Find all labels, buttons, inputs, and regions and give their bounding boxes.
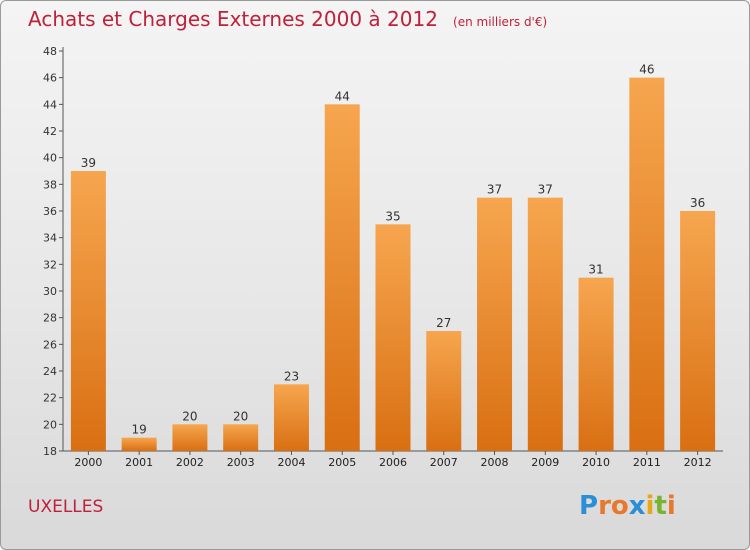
value-label: 39 [81,156,96,170]
bar-2009 [527,197,563,451]
x-tick-label: 2005 [328,456,356,469]
bar-2005 [324,104,360,451]
value-label: 36 [690,196,705,210]
value-label: 20 [233,409,248,423]
y-tick-label: 28 [43,312,57,325]
y-tick-label: 36 [43,205,57,218]
x-tick-label: 2003 [227,456,255,469]
bar-2006 [375,224,411,451]
x-tick-label: 2004 [277,456,305,469]
y-tick-label: 26 [43,338,57,351]
value-label: 19 [132,423,147,437]
x-tick-label: 2010 [582,456,610,469]
logo-letter: x [628,491,646,521]
x-tick-label: 2012 [684,456,712,469]
logo-letter: r [598,491,611,521]
value-label: 37 [538,183,553,197]
y-tick-label: 46 [43,72,57,85]
value-label: 20 [182,409,197,423]
chart-title: Achats et Charges Externes 2000 à 2012 (… [28,7,547,31]
y-tick-label: 22 [43,392,57,405]
x-tick-label: 2007 [430,456,458,469]
logo-letter: i [666,491,676,521]
bar-2007 [426,331,462,451]
y-tick-label: 30 [43,285,57,298]
value-label: 27 [436,316,451,330]
labels: 2000 39 2001 19 2002 20 2003 20 2004 23 2005 44 2006… [74,63,711,469]
commune-name: UXELLES [28,497,104,517]
y-tick-label: 38 [43,178,57,191]
y-tick-label: 24 [43,365,57,378]
logo-letter: i [645,491,655,521]
value-label: 31 [588,263,603,277]
value-label: 44 [335,89,350,103]
x-tick-label: 2008 [481,456,509,469]
bars [70,77,716,452]
value-label: 37 [487,183,502,197]
logo-letter: t [654,491,667,521]
x-tick-label: 2006 [379,456,407,469]
bar-2001 [121,437,157,451]
y-tick-label: 44 [43,98,57,111]
logo-letter: P [579,491,599,521]
y-tick-label: 34 [43,232,57,245]
x-tick-label: 2000 [74,456,102,469]
bar-2011 [629,77,665,452]
value-label: 46 [639,63,654,77]
x-tick-label: 2001 [125,456,153,469]
value-label: 23 [284,369,299,383]
y-tick-label: 32 [43,258,57,271]
bar-2010 [578,277,614,451]
bar-2000 [70,171,106,451]
chart-title-text: Achats et Charges Externes 2000 à 2012 [28,7,438,31]
y-tick-label: 42 [43,125,57,138]
bar-2008 [477,197,513,451]
chart-unit: (en milliers d'€) [453,15,548,29]
x-tick-label: 2011 [633,456,661,469]
logo-letter: o [610,491,629,521]
axes: 18 20 22 24 26 28 30 32 34 36 38 40 42 44 46 48 [43,45,723,458]
bar-2004 [273,384,309,451]
bar-2012 [680,211,716,451]
x-tick-label: 2002 [176,456,204,469]
bar-2002 [172,424,208,451]
y-tick-label: 20 [43,418,57,431]
value-label: 35 [385,209,400,223]
proxiti-logo: Proxiti [579,491,676,521]
x-tick-label: 2009 [531,456,559,469]
y-tick-label: 18 [43,445,57,458]
y-tick-label: 40 [43,152,57,165]
y-tick-label: 48 [43,45,57,58]
bar-2003 [223,424,259,451]
